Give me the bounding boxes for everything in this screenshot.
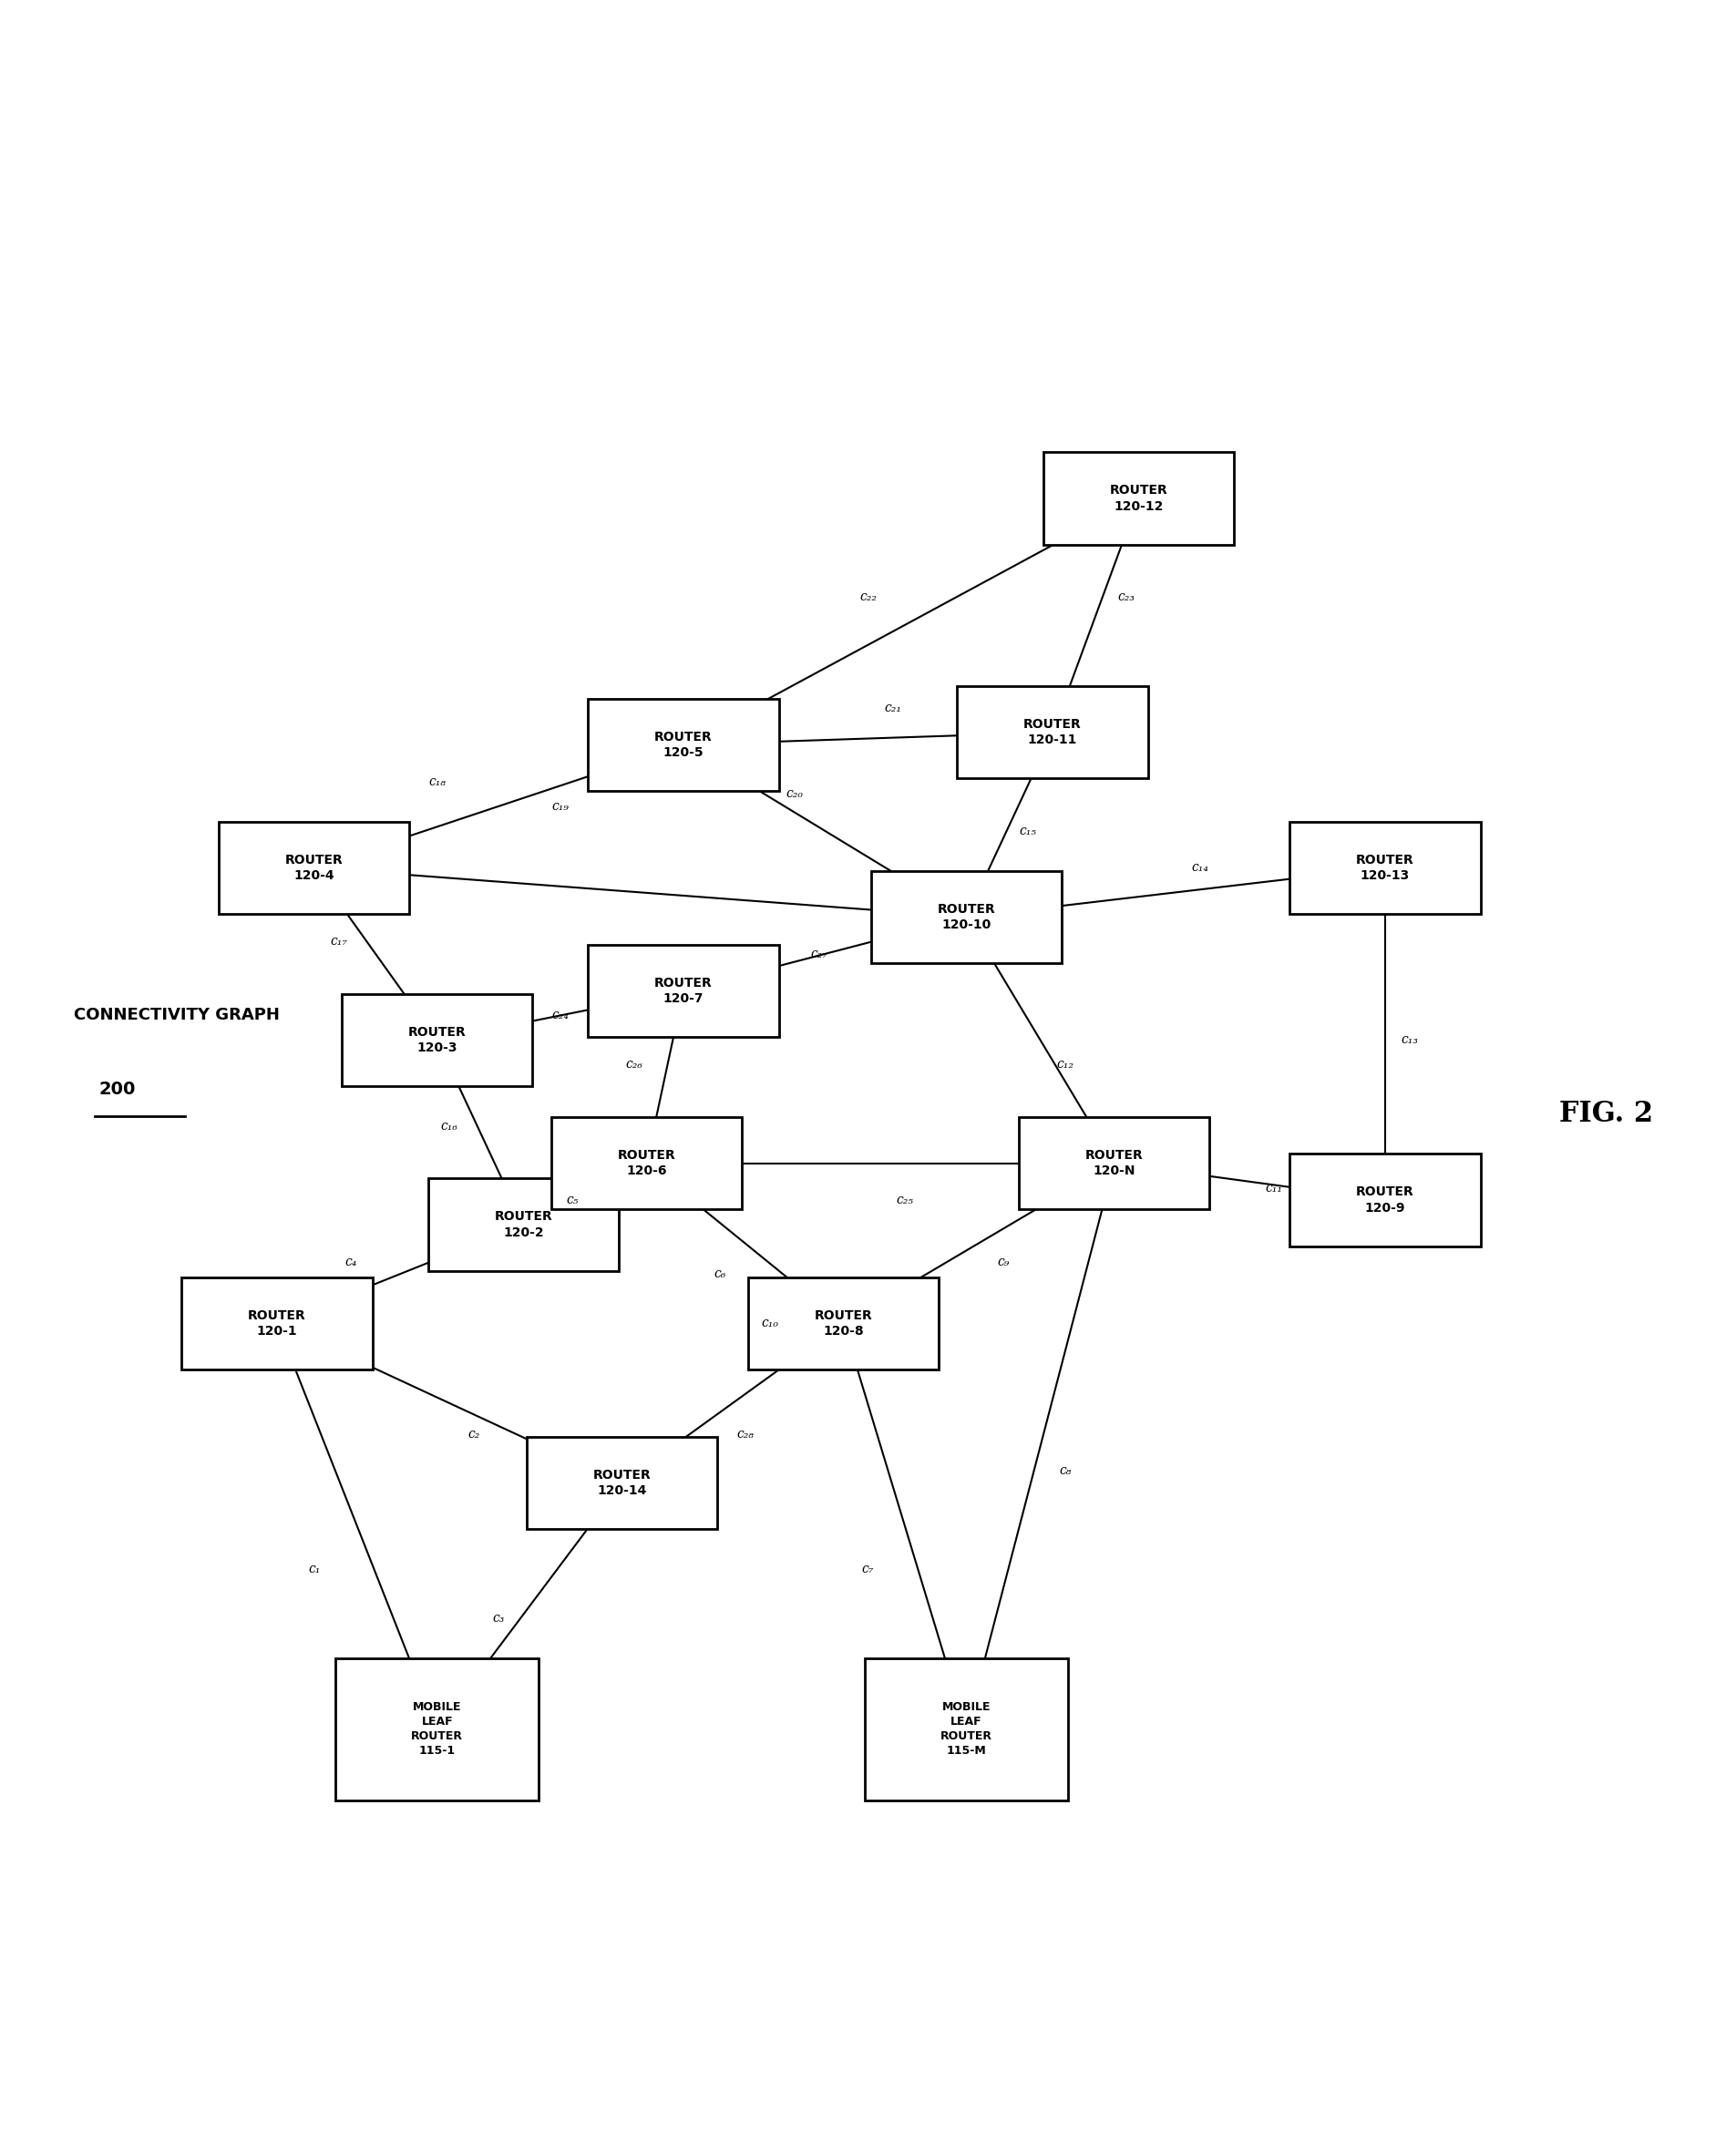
Text: c₂₇: c₂₇ xyxy=(811,948,828,961)
Text: c₂₂: c₂₂ xyxy=(859,590,877,603)
Text: MOBILE
LEAF
ROUTER
115-M: MOBILE LEAF ROUTER 115-M xyxy=(941,1702,993,1758)
Text: c₂: c₂ xyxy=(469,1428,481,1441)
FancyBboxPatch shape xyxy=(589,946,779,1036)
FancyBboxPatch shape xyxy=(1290,821,1481,913)
Text: ROUTER
120-5: ROUTER 120-5 xyxy=(654,730,712,758)
Text: c₂₈: c₂₈ xyxy=(736,1428,753,1441)
Text: ROUTER
120-1: ROUTER 120-1 xyxy=(248,1310,306,1338)
FancyBboxPatch shape xyxy=(1043,452,1234,545)
Text: c₂₀: c₂₀ xyxy=(785,788,802,801)
FancyBboxPatch shape xyxy=(342,993,533,1086)
Text: ROUTER
120-3: ROUTER 120-3 xyxy=(408,1025,467,1053)
FancyBboxPatch shape xyxy=(182,1277,373,1370)
Text: ROUTER
120-2: ROUTER 120-2 xyxy=(495,1211,552,1239)
Text: c₁₄: c₁₄ xyxy=(1191,862,1208,875)
FancyBboxPatch shape xyxy=(526,1437,717,1529)
Text: CONNECTIVITY GRAPH: CONNECTIVITY GRAPH xyxy=(75,1008,279,1023)
Text: c₂₄: c₂₄ xyxy=(552,1008,569,1021)
FancyBboxPatch shape xyxy=(1019,1118,1210,1208)
FancyBboxPatch shape xyxy=(335,1659,538,1801)
Text: c₁₆: c₁₆ xyxy=(441,1120,458,1133)
Text: c₆: c₆ xyxy=(713,1267,726,1279)
Text: c₃: c₃ xyxy=(493,1611,505,1624)
Text: ROUTER
120-N: ROUTER 120-N xyxy=(1085,1148,1144,1178)
Text: c₁₁: c₁₁ xyxy=(1266,1180,1283,1193)
Text: ROUTER
120-14: ROUTER 120-14 xyxy=(592,1469,651,1497)
FancyBboxPatch shape xyxy=(550,1118,741,1208)
Text: c₁: c₁ xyxy=(307,1564,319,1577)
Text: ROUTER
120-7: ROUTER 120-7 xyxy=(654,976,712,1006)
Text: c₁₇: c₁₇ xyxy=(330,935,347,948)
Text: 200: 200 xyxy=(99,1081,135,1099)
FancyBboxPatch shape xyxy=(219,821,410,913)
Text: ROUTER
120-11: ROUTER 120-11 xyxy=(1024,717,1082,747)
FancyBboxPatch shape xyxy=(871,870,1062,963)
Text: c₁₃: c₁₃ xyxy=(1401,1034,1418,1047)
Text: c₂₅: c₂₅ xyxy=(896,1193,913,1206)
Text: FIG. 2: FIG. 2 xyxy=(1559,1101,1654,1129)
FancyBboxPatch shape xyxy=(748,1277,939,1370)
Text: c₂₁: c₂₁ xyxy=(884,702,901,715)
Text: ROUTER
120-8: ROUTER 120-8 xyxy=(814,1310,873,1338)
Text: c₂₆: c₂₆ xyxy=(625,1058,642,1071)
Text: c₁₀: c₁₀ xyxy=(760,1316,778,1329)
Text: c₅: c₅ xyxy=(566,1193,578,1206)
Text: c₄: c₄ xyxy=(345,1256,358,1269)
FancyBboxPatch shape xyxy=(1290,1155,1481,1247)
FancyBboxPatch shape xyxy=(429,1178,618,1271)
Text: ROUTER
120-12: ROUTER 120-12 xyxy=(1109,485,1168,513)
Text: MOBILE
LEAF
ROUTER
115-1: MOBILE LEAF ROUTER 115-1 xyxy=(411,1702,464,1758)
Text: c₁₂: c₁₂ xyxy=(1055,1058,1073,1071)
FancyBboxPatch shape xyxy=(589,698,779,791)
Text: c₂₃: c₂₃ xyxy=(1118,590,1135,603)
Text: c₉: c₉ xyxy=(996,1256,1010,1269)
Text: c₁₈: c₁₈ xyxy=(429,775,446,788)
Text: ROUTER
120-4: ROUTER 120-4 xyxy=(285,853,344,881)
Text: c₈: c₈ xyxy=(1059,1465,1071,1478)
Text: c₇: c₇ xyxy=(861,1564,875,1577)
Text: ROUTER
120-9: ROUTER 120-9 xyxy=(1356,1187,1415,1215)
Text: ROUTER
120-13: ROUTER 120-13 xyxy=(1356,853,1415,881)
FancyBboxPatch shape xyxy=(957,687,1147,778)
Text: c₁₅: c₁₅ xyxy=(1019,825,1036,838)
Text: ROUTER
120-10: ROUTER 120-10 xyxy=(937,903,995,931)
Text: c₁₉: c₁₉ xyxy=(552,799,569,812)
FancyBboxPatch shape xyxy=(865,1659,1068,1801)
Text: ROUTER
120-6: ROUTER 120-6 xyxy=(618,1148,675,1178)
